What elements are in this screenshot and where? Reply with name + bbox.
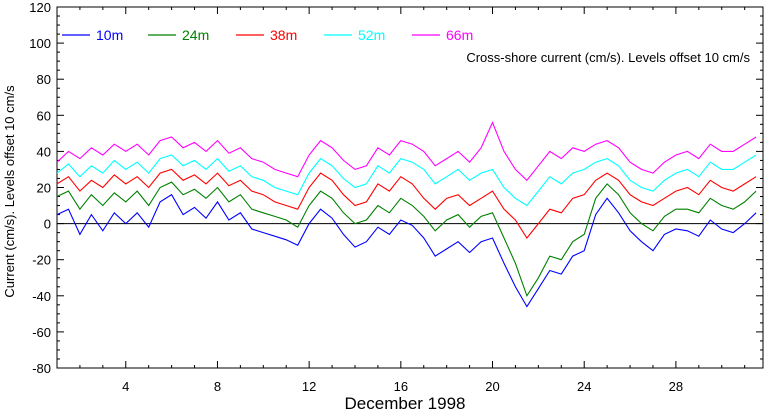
series-line-10m xyxy=(56,193,757,308)
x-tick-label: 12 xyxy=(302,379,316,394)
x-tick-label: 24 xyxy=(577,379,591,394)
y-tick-label: 20 xyxy=(37,181,51,196)
y-tick-label: 80 xyxy=(37,72,51,87)
y-tick-label: 100 xyxy=(29,36,51,51)
series-line-24m xyxy=(56,181,757,298)
x-tick-label: 16 xyxy=(394,379,408,394)
legend-label-38m: 38m xyxy=(270,27,297,43)
y-axis: -80 -60 -40 -20 0 20 40 60 80 100 120 xyxy=(29,0,763,376)
x-tick-label: 8 xyxy=(214,379,221,394)
y-axis-label: Current (cm/s). Levels offset 10 cm/s xyxy=(2,85,17,298)
y-tick-label: 120 xyxy=(29,0,51,15)
y-tick-label: 40 xyxy=(37,144,51,159)
legend-label-24m: 24m xyxy=(182,27,209,43)
series-lines xyxy=(56,121,757,308)
x-axis-label: December 1998 xyxy=(345,394,466,413)
series-line-38m xyxy=(56,168,757,239)
y-tick-label: -60 xyxy=(32,325,51,340)
legend-label-52m: 52m xyxy=(358,27,385,43)
series-line-66m xyxy=(56,121,757,182)
legend: 10m 24m 38m 52m 66m xyxy=(62,27,473,43)
y-tick-label: 0 xyxy=(44,217,51,232)
y-tick-label: 60 xyxy=(37,108,51,123)
x-tick-label: 28 xyxy=(669,379,683,394)
x-tick-label: 4 xyxy=(122,379,129,394)
legend-label-10m: 10m xyxy=(96,27,123,43)
y-tick-label: -40 xyxy=(32,289,51,304)
y-tick-label: -80 xyxy=(32,361,51,376)
series-line-52m xyxy=(56,154,757,207)
x-tick-label: 20 xyxy=(485,379,499,394)
x-axis: 4 8 12 16 20 24 28 xyxy=(79,7,746,394)
y-tick-label: -20 xyxy=(32,253,51,268)
legend-label-66m: 66m xyxy=(446,27,473,43)
chart-annotation: Cross-shore current (cm/s). Levels offse… xyxy=(466,50,750,65)
